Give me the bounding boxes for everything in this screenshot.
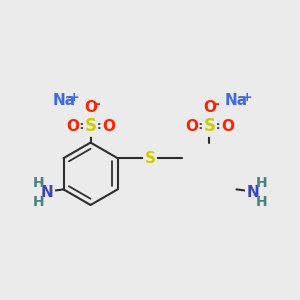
- Text: -: -: [94, 97, 100, 111]
- Text: Na: Na: [225, 94, 248, 109]
- Text: H: H: [256, 195, 268, 209]
- Text: S: S: [85, 117, 97, 135]
- Text: +: +: [241, 91, 252, 104]
- Text: O: O: [84, 100, 97, 115]
- Text: H: H: [256, 176, 268, 190]
- Text: H: H: [32, 176, 44, 190]
- Text: S: S: [145, 151, 155, 166]
- Text: -: -: [213, 97, 219, 111]
- Text: O: O: [203, 100, 216, 115]
- Text: +: +: [69, 91, 80, 104]
- Text: N: N: [246, 185, 259, 200]
- Text: N: N: [41, 185, 54, 200]
- Text: O: O: [185, 119, 198, 134]
- Text: O: O: [221, 119, 234, 134]
- Text: H: H: [32, 195, 44, 209]
- Text: O: O: [66, 119, 79, 134]
- Text: Na: Na: [52, 94, 75, 109]
- Text: S: S: [203, 117, 215, 135]
- Text: O: O: [102, 119, 115, 134]
